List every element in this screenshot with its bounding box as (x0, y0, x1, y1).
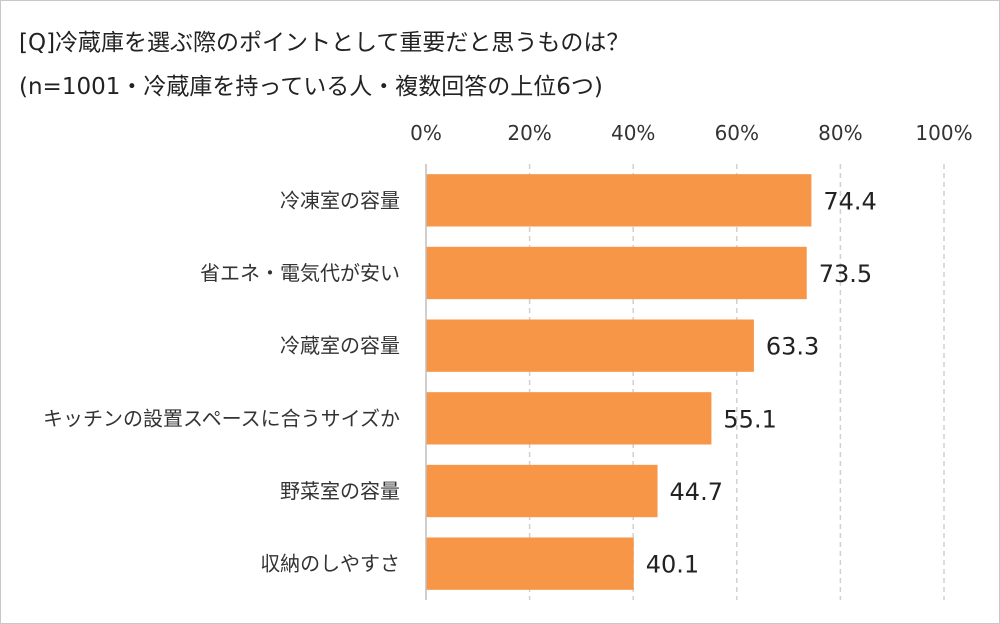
bar (426, 174, 812, 227)
bar (426, 319, 754, 372)
data-label: 44.7 (670, 478, 723, 506)
category-label: 省エネ・電気代が安い (200, 261, 400, 285)
x-tick-label: 100% (915, 121, 972, 145)
data-label: 63.3 (766, 333, 819, 361)
x-tick-label: 80% (818, 121, 862, 145)
chart-title: [Q]冷蔵庫を選ぶ際のポイントとして重要だと思うものは？ (19, 30, 630, 56)
x-tick-label: 20% (507, 121, 551, 145)
chart-subtitle: (n=1001・冷蔵庫を持っている人・複数回答の上位6つ) (19, 74, 603, 100)
data-label: 74.4 (823, 187, 876, 215)
x-tick-label: 40% (611, 121, 655, 145)
data-label: 73.5 (819, 260, 872, 288)
bar (426, 392, 712, 445)
category-label: 冷凍室の容量 (280, 188, 400, 212)
bar (426, 537, 634, 590)
category-label: 収納のしやすさ (260, 552, 400, 576)
category-label: 野菜室の容量 (280, 479, 400, 503)
x-tick-label: 0% (410, 121, 442, 145)
bar (426, 246, 807, 300)
data-label: 40.1 (646, 551, 699, 579)
bar (426, 464, 658, 518)
category-label: 冷蔵室の容量 (280, 334, 400, 358)
data-label: 55.1 (723, 405, 776, 433)
category-label: キッチンの設置スペースに合うサイズか (43, 406, 400, 430)
x-tick-label: 60% (715, 121, 759, 145)
